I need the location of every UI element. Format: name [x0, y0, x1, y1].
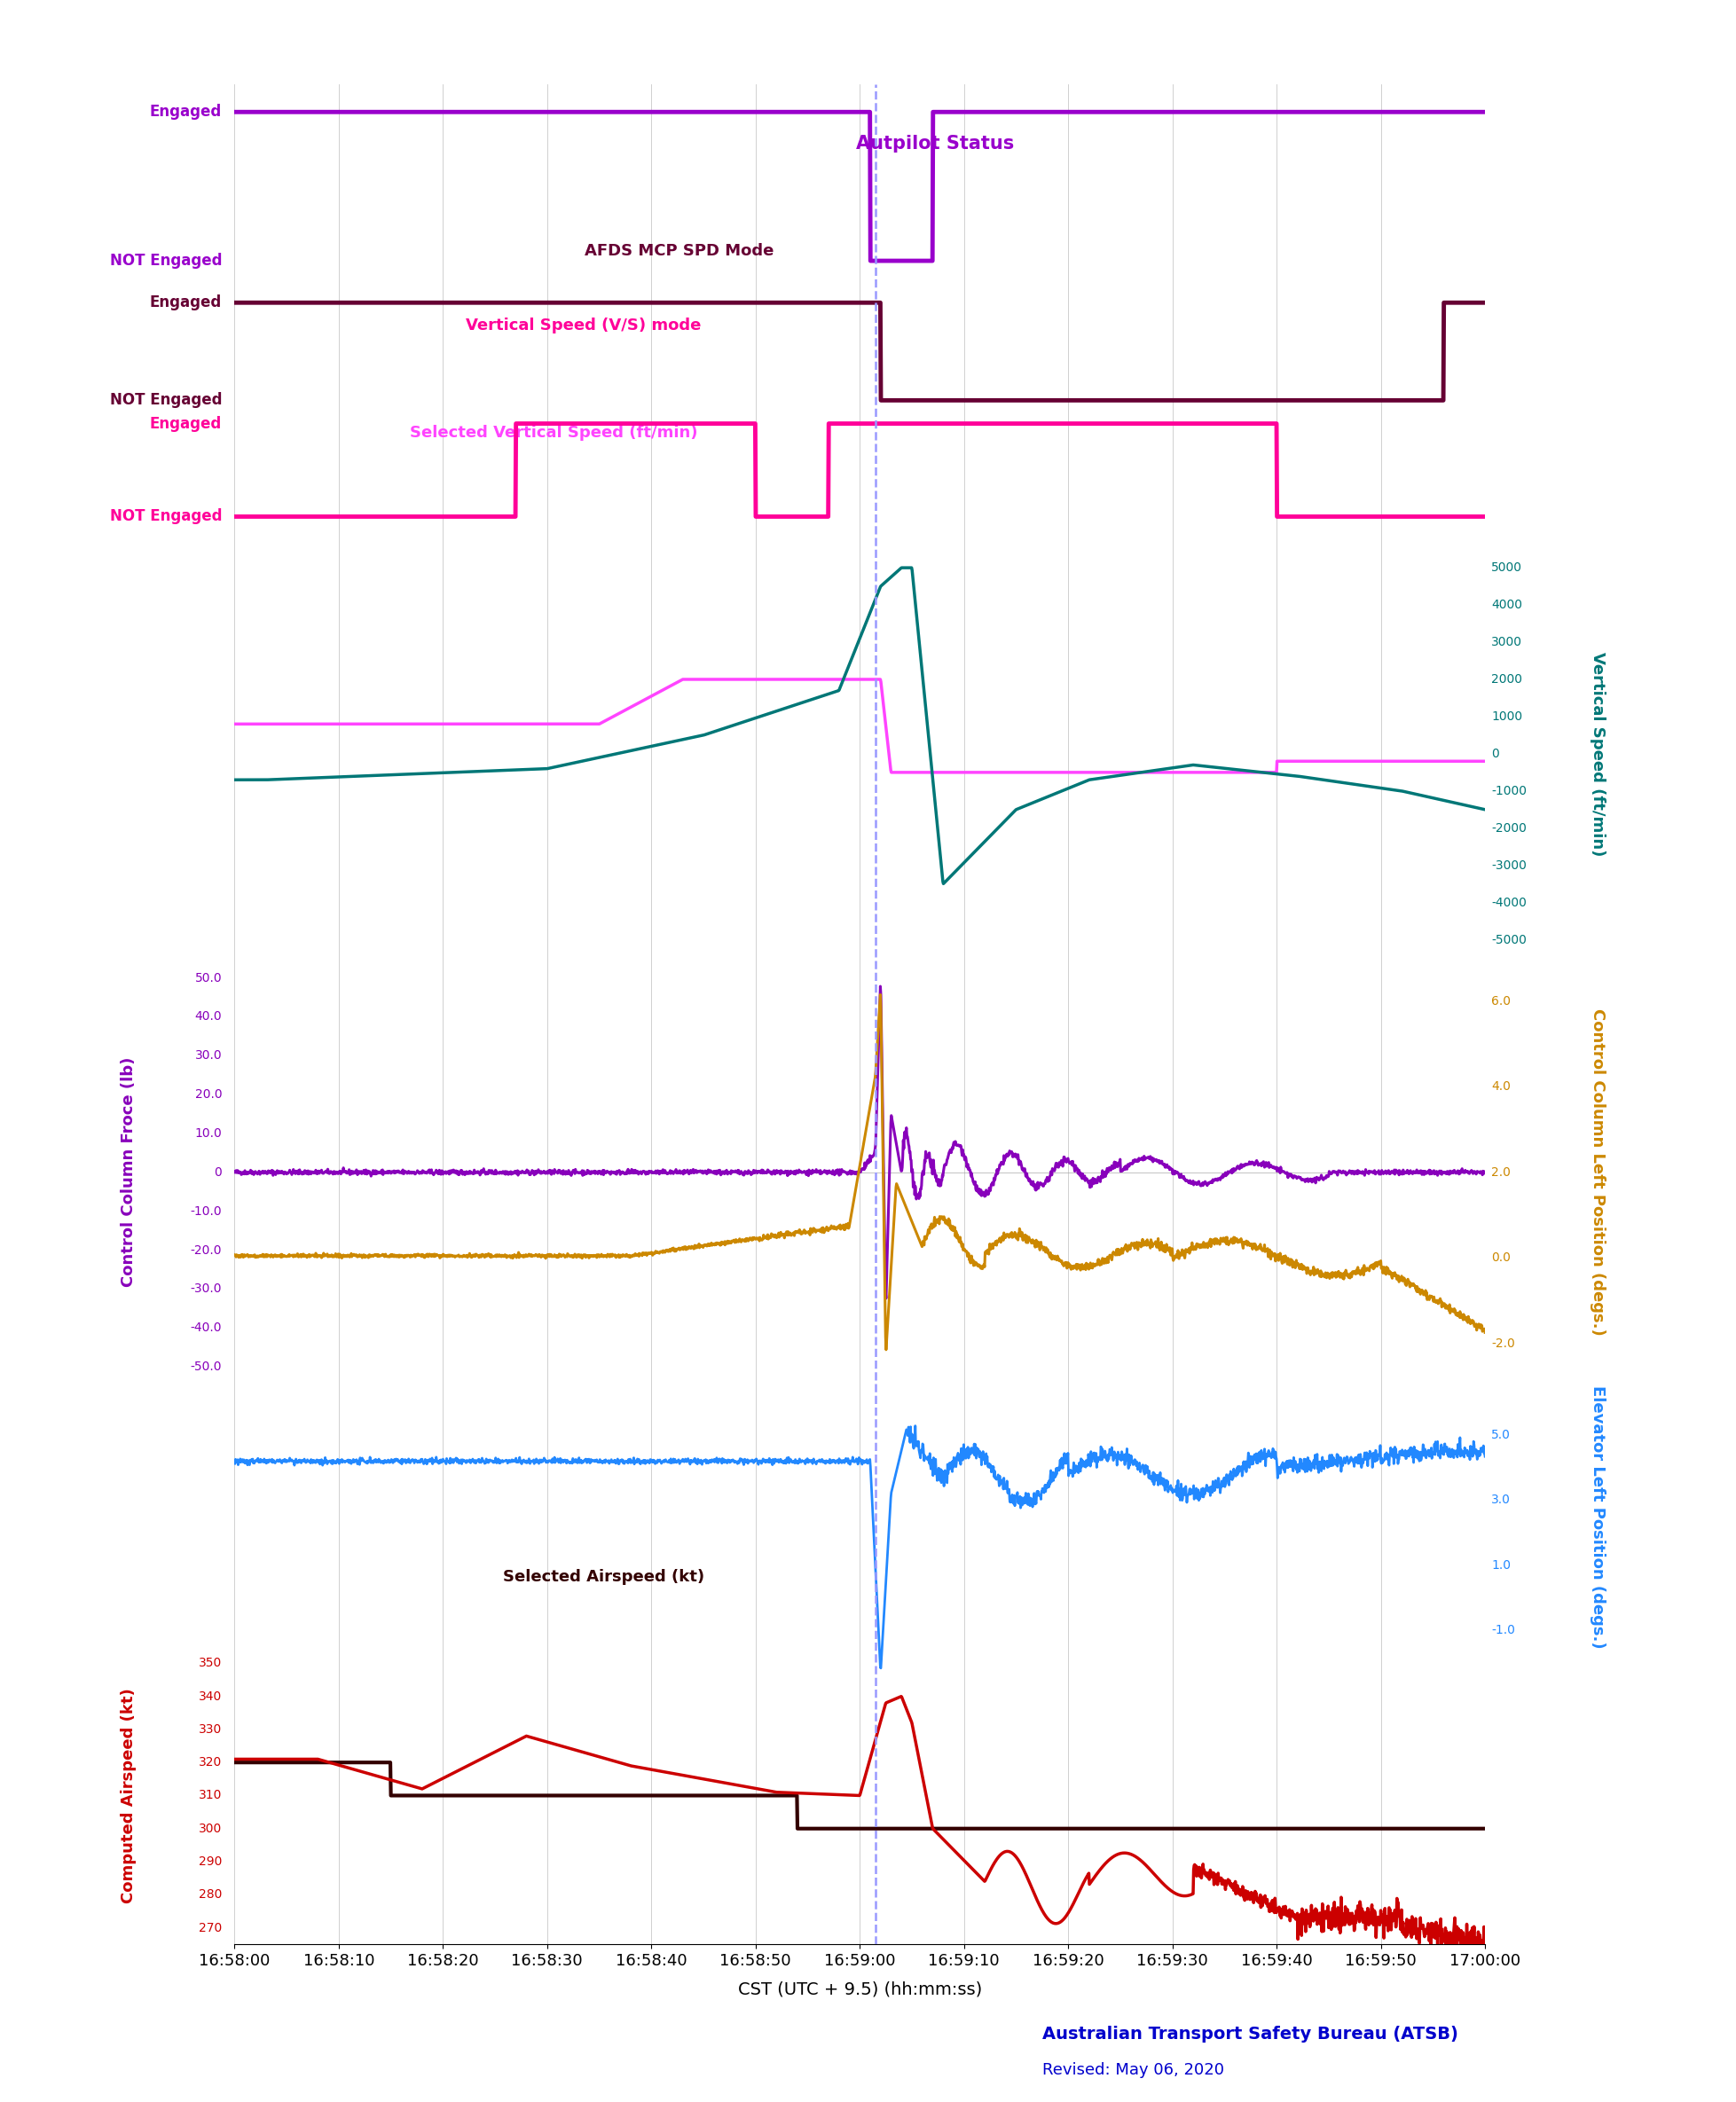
Text: 350: 350 — [198, 1656, 222, 1669]
Text: 4000: 4000 — [1491, 599, 1521, 612]
X-axis label: CST (UTC + 9.5) (hh:mm:ss): CST (UTC + 9.5) (hh:mm:ss) — [738, 1982, 981, 1999]
Text: -3000: -3000 — [1491, 860, 1526, 872]
Text: 40.0: 40.0 — [194, 1011, 222, 1024]
Text: -1000: -1000 — [1491, 784, 1526, 797]
Text: Engaged: Engaged — [149, 103, 222, 120]
Text: NOT Engaged: NOT Engaged — [109, 252, 222, 269]
Text: -2000: -2000 — [1491, 822, 1526, 834]
Text: -20.0: -20.0 — [191, 1244, 222, 1257]
Text: 1.0: 1.0 — [1491, 1560, 1510, 1572]
Text: NOT Engaged: NOT Engaged — [109, 509, 222, 526]
Text: 270: 270 — [198, 1921, 222, 1934]
Text: 10.0: 10.0 — [194, 1127, 222, 1139]
Text: 340: 340 — [198, 1690, 222, 1703]
Text: Engaged: Engaged — [149, 294, 222, 311]
Text: Control Column Left Position (degs.): Control Column Left Position (degs.) — [1588, 1009, 1604, 1337]
Text: 300: 300 — [198, 1822, 222, 1835]
Text: Vertical Speed (ft/min): Vertical Speed (ft/min) — [1588, 652, 1604, 856]
Text: Australian Transport Safety Bureau (ATSB): Australian Transport Safety Bureau (ATSB… — [1042, 2026, 1457, 2043]
Text: 2.0: 2.0 — [1491, 1167, 1510, 1179]
Text: 4.0: 4.0 — [1491, 1080, 1510, 1093]
Text: Vertical Speed (V/S) mode: Vertical Speed (V/S) mode — [465, 317, 701, 334]
Text: 5.0: 5.0 — [1491, 1429, 1510, 1442]
Text: -2.0: -2.0 — [1491, 1337, 1514, 1349]
Text: Selected Vertical Speed (ft/min): Selected Vertical Speed (ft/min) — [410, 425, 698, 441]
Text: 6.0: 6.0 — [1491, 994, 1510, 1007]
Text: Control Column Froce (lb): Control Column Froce (lb) — [120, 1057, 135, 1286]
Text: Computed Airspeed (kt): Computed Airspeed (kt) — [120, 1688, 135, 1902]
Text: Elevator Left Position (degs.): Elevator Left Position (degs.) — [1588, 1385, 1604, 1648]
Text: 320: 320 — [198, 1757, 222, 1768]
Text: 280: 280 — [198, 1888, 222, 1900]
Text: 1000: 1000 — [1491, 710, 1522, 723]
Text: -40.0: -40.0 — [191, 1322, 222, 1335]
Text: 290: 290 — [198, 1856, 222, 1869]
Text: 2000: 2000 — [1491, 673, 1521, 685]
Text: 50.0: 50.0 — [194, 971, 222, 984]
Text: 20.0: 20.0 — [194, 1089, 222, 1101]
Text: 5000: 5000 — [1491, 561, 1521, 574]
Text: -30.0: -30.0 — [191, 1282, 222, 1295]
Text: 330: 330 — [198, 1724, 222, 1736]
Text: Selected Airspeed (kt): Selected Airspeed (kt) — [503, 1570, 705, 1585]
Text: -5000: -5000 — [1491, 933, 1526, 946]
Text: AFDS MCP SPD Mode: AFDS MCP SPD Mode — [585, 244, 774, 259]
Text: Engaged: Engaged — [149, 416, 222, 431]
Text: 3000: 3000 — [1491, 637, 1521, 647]
Text: -4000: -4000 — [1491, 895, 1526, 908]
Text: -1.0: -1.0 — [1491, 1625, 1514, 1637]
Text: 0: 0 — [214, 1167, 222, 1179]
Text: 0.0: 0.0 — [1491, 1251, 1510, 1263]
Text: -50.0: -50.0 — [191, 1360, 222, 1373]
Text: 3.0: 3.0 — [1491, 1495, 1510, 1507]
Text: Revised: May 06, 2020: Revised: May 06, 2020 — [1042, 2062, 1224, 2079]
Text: -10.0: -10.0 — [191, 1204, 222, 1217]
Text: NOT Engaged: NOT Engaged — [109, 393, 222, 408]
Text: 0: 0 — [1491, 748, 1498, 761]
Text: 310: 310 — [198, 1789, 222, 1801]
Text: Autpilot Status: Autpilot Status — [856, 135, 1014, 153]
Text: 30.0: 30.0 — [194, 1049, 222, 1062]
